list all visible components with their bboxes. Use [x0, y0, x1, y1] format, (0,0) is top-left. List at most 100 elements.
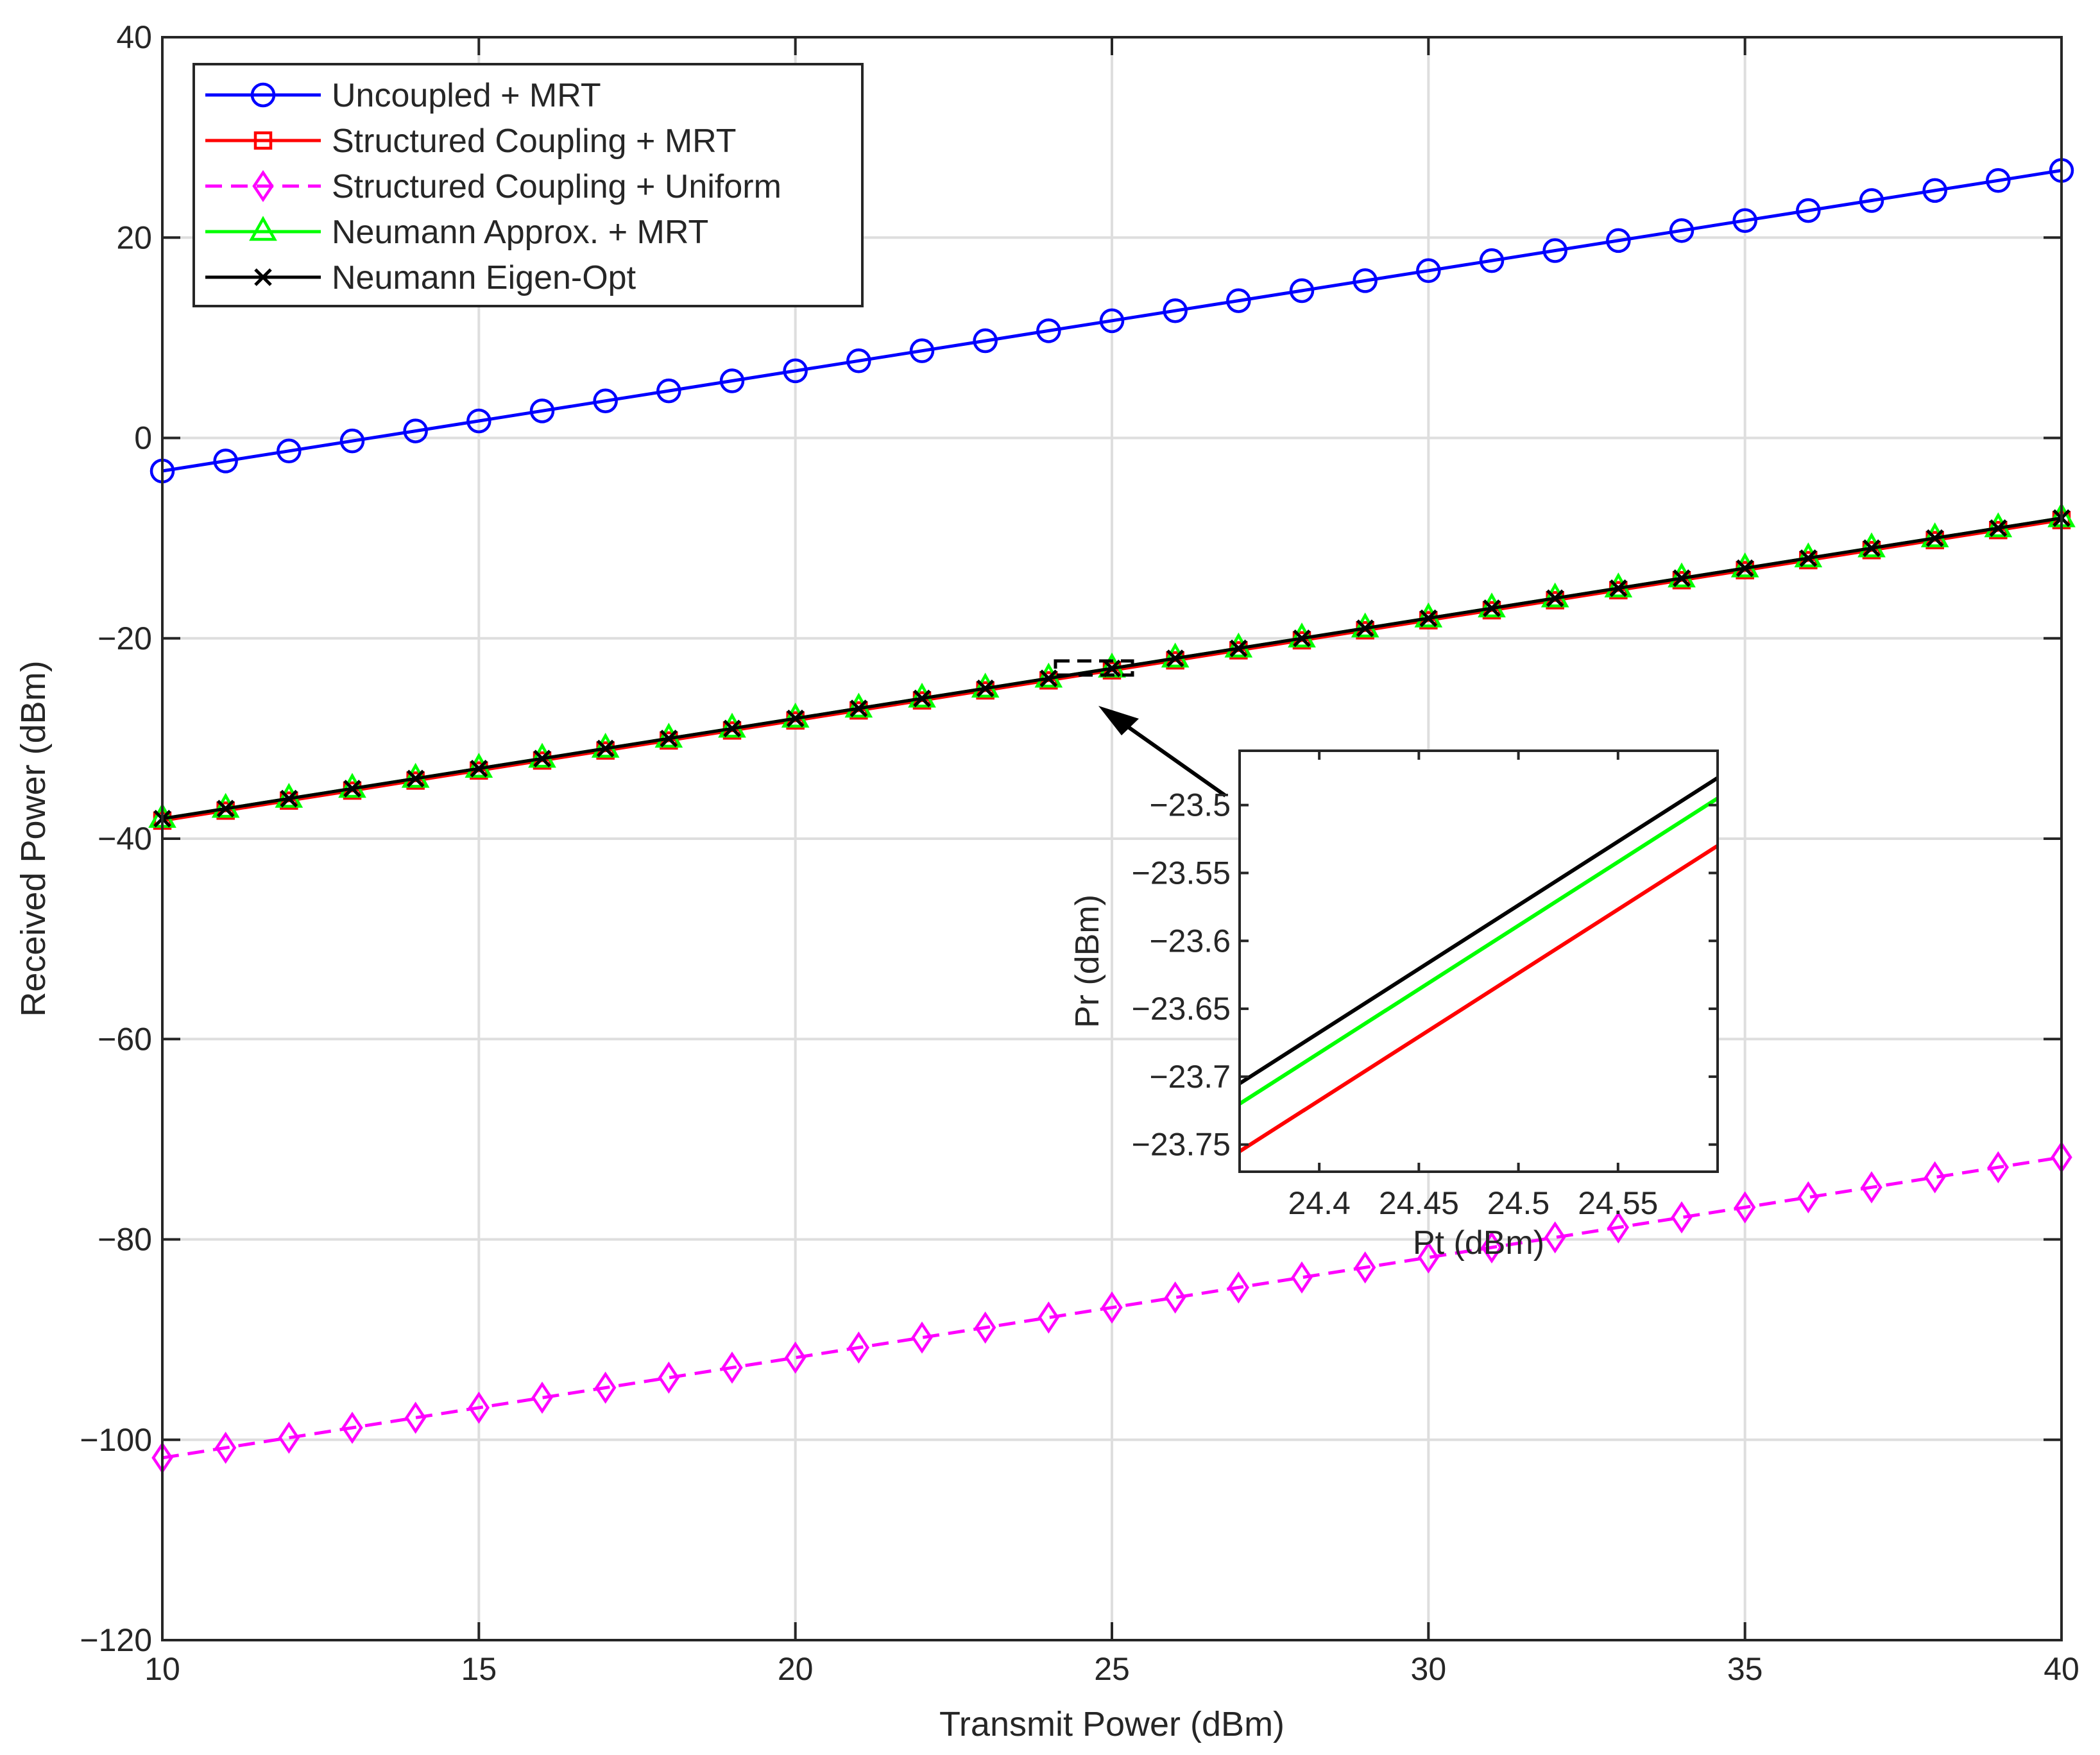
data-point — [786, 709, 805, 728]
data-point — [1163, 298, 1188, 323]
data-point — [1414, 602, 1443, 628]
data-point — [466, 408, 491, 434]
data-point — [654, 723, 683, 748]
data-point — [1606, 228, 1631, 253]
y-tick-label: 40 — [116, 19, 152, 55]
y-tick-label: −100 — [80, 1422, 152, 1458]
data-point — [1607, 1211, 1630, 1244]
zoom-annotation — [1054, 659, 1227, 798]
data-point — [594, 1371, 617, 1404]
inset-frame — [1238, 749, 1719, 1173]
y-tick-label: −40 — [98, 821, 152, 857]
data-point — [1101, 1291, 1123, 1324]
legend-label: Neumann Eigen-Opt — [332, 259, 636, 296]
legend-marker — [252, 169, 274, 203]
legend-marker — [250, 82, 276, 108]
data-point — [468, 1391, 490, 1424]
data-point — [216, 800, 235, 818]
legend-entry: Structured Coupling + MRT — [205, 123, 737, 160]
legend-marker — [253, 131, 273, 150]
series-4 — [153, 509, 2070, 828]
data-point — [1859, 188, 1884, 213]
data-point — [1544, 1221, 1566, 1254]
data-point — [1734, 1191, 1756, 1224]
data-point — [908, 682, 936, 708]
x-axis-label: Transmit Power (dBm) — [939, 1705, 1285, 1743]
data-point — [214, 1432, 237, 1464]
data-point — [656, 378, 681, 404]
y-axis-label: Received Power (dBm) — [14, 660, 53, 1016]
data-point — [1669, 218, 1695, 243]
data-point — [1353, 268, 1378, 293]
data-point — [848, 1331, 870, 1364]
data-point — [1224, 632, 1253, 658]
legend-entry: Neumann Eigen-Opt — [205, 259, 636, 296]
data-point — [1037, 1301, 1060, 1334]
data-point — [1166, 649, 1184, 667]
inset-y-axis-label: Pr (dBm) — [1069, 895, 1106, 1028]
data-point — [1604, 572, 1633, 597]
data-point — [1416, 258, 1441, 284]
data-point — [1796, 198, 1821, 223]
x-tick-label: 40 — [2044, 1651, 2079, 1687]
data-point — [973, 328, 998, 354]
data-point — [658, 1361, 680, 1394]
x-tick-label: 15 — [461, 1651, 497, 1687]
inset-y-tick-label: −23.7 — [1149, 1059, 1231, 1095]
data-point — [1034, 662, 1063, 688]
data-point — [1730, 552, 1759, 578]
data-point — [529, 398, 555, 424]
data-point — [406, 769, 425, 788]
data-point — [213, 449, 238, 474]
data-point — [528, 742, 556, 768]
y-tick-label: 20 — [116, 219, 152, 255]
data-point — [844, 692, 873, 718]
legend: Uncoupled + MRT Structured Coupling + MRT… — [192, 63, 864, 307]
inset-plot: 24.4 24.45 24.5 24.55 −23.75 −23.7 −23.65 −23.6… — [1069, 749, 1719, 1262]
inset-x-axis-label: Pt (dBm) — [1413, 1224, 1544, 1262]
data-point — [404, 1401, 427, 1434]
data-point — [1797, 1181, 1820, 1213]
inset-y-tick-label: −23.6 — [1149, 923, 1231, 959]
data-point — [1922, 178, 1947, 203]
data-point — [341, 1411, 363, 1444]
data-point — [846, 348, 871, 373]
x-tick-label: 20 — [778, 1651, 814, 1687]
data-point — [1673, 569, 1691, 587]
data-point — [1989, 519, 2008, 537]
legend-entry: Uncoupled + MRT — [205, 77, 601, 114]
data-point — [531, 1382, 553, 1414]
data-point — [1483, 599, 1501, 617]
series-2 — [151, 1141, 2072, 1474]
inset-x-tick-label: 24.45 — [1379, 1185, 1459, 1221]
inset-y-tick-label: −23.5 — [1149, 787, 1231, 823]
y-tick-label: −120 — [80, 1622, 152, 1658]
data-point — [1609, 579, 1628, 597]
data-point — [974, 1311, 996, 1344]
data-point — [1099, 308, 1125, 334]
data-point — [1351, 612, 1379, 638]
data-point — [1289, 278, 1315, 304]
data-point — [591, 732, 620, 758]
data-point — [849, 699, 868, 717]
inset-axis-ticks: 24.4 24.45 24.5 24.55 −23.75 −23.7 −23.65 −23.6… — [1132, 751, 1718, 1221]
inset-series-line-0 — [1240, 844, 1718, 1153]
data-point — [1987, 1151, 2010, 1184]
data-point — [1479, 248, 1505, 273]
data-point — [783, 358, 808, 384]
inset-x-tick-label: 24.5 — [1487, 1185, 1549, 1221]
data-point — [1161, 642, 1190, 668]
series-0 — [149, 158, 2074, 484]
x-tick-label: 25 — [1094, 1651, 1130, 1687]
data-point — [1229, 639, 1248, 658]
data-point — [1984, 512, 2013, 538]
legend-entry: Structured Coupling + Uniform — [205, 168, 781, 205]
data-point — [1861, 1171, 1882, 1204]
data-point — [533, 749, 551, 767]
x-tick-label: 10 — [144, 1651, 180, 1687]
data-point — [470, 759, 488, 778]
data-point — [465, 753, 493, 778]
data-point — [660, 730, 678, 748]
data-point — [596, 739, 615, 758]
inset-area — [1240, 751, 1718, 1172]
